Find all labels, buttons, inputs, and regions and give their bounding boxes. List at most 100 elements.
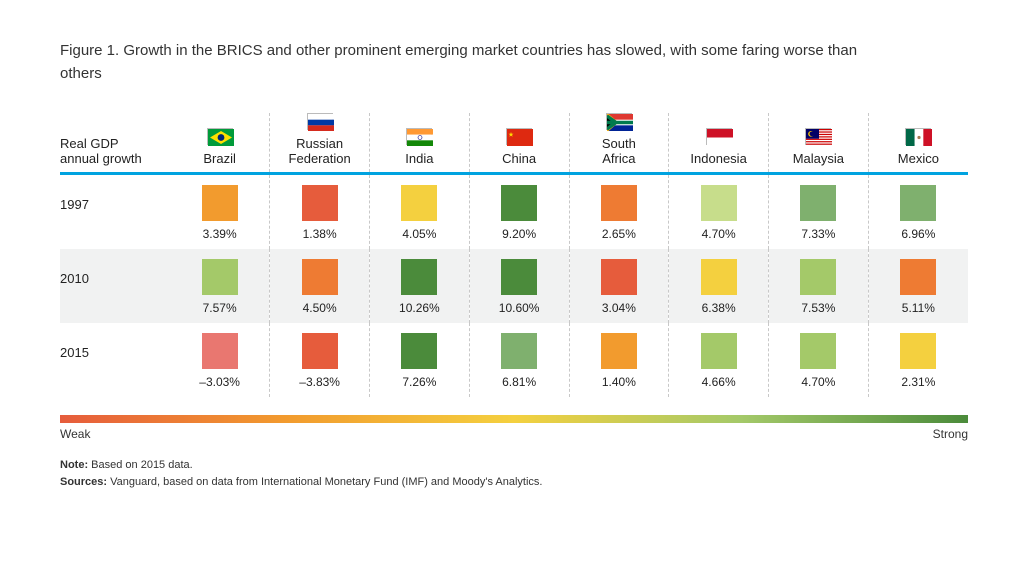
- swatch: [302, 185, 338, 221]
- heatmap-cell: 10.26%: [370, 249, 470, 323]
- cell-value: 1.40%: [570, 375, 669, 389]
- flag-icon: [307, 113, 333, 130]
- swatch: [601, 333, 637, 369]
- heatmap-cell: 5.11%: [868, 249, 968, 323]
- country-label: Brazil: [170, 151, 269, 166]
- legend-weak-label: Weak: [60, 427, 90, 441]
- cell-value: 9.20%: [470, 227, 569, 241]
- heatmap-cell: 4.66%: [669, 323, 769, 397]
- heatmap-cell: 1.38%: [270, 175, 370, 249]
- legend-gradient: [60, 415, 968, 423]
- swatch: [401, 185, 437, 221]
- country-label: China: [470, 151, 569, 166]
- cell-value: 10.26%: [370, 301, 469, 315]
- heatmap-table: Real GDP annual growth BrazilRussian Fed…: [60, 113, 968, 397]
- row-header-label: Real GDP annual growth: [60, 113, 170, 174]
- country-header: Mexico: [868, 113, 968, 174]
- country-header: India: [370, 113, 470, 174]
- cell-value: 6.96%: [869, 227, 968, 241]
- flag-icon: [706, 128, 732, 145]
- swatch: [601, 185, 637, 221]
- heatmap-cell: 7.26%: [370, 323, 470, 397]
- swatch: [202, 185, 238, 221]
- cell-value: 1.38%: [270, 227, 369, 241]
- heatmap-cell: 3.04%: [569, 249, 669, 323]
- heatmap-cell: 4.50%: [270, 249, 370, 323]
- heatmap-cell: 4.70%: [769, 323, 869, 397]
- swatch: [900, 259, 936, 295]
- figure-title: Figure 1. Growth in the BRICS and other …: [60, 40, 860, 85]
- cell-value: 7.26%: [370, 375, 469, 389]
- heatmap-cell: 10.60%: [469, 249, 569, 323]
- swatch: [701, 259, 737, 295]
- heatmap-cell: 1.40%: [569, 323, 669, 397]
- swatch: [800, 259, 836, 295]
- swatch: [302, 333, 338, 369]
- flag-icon: [606, 113, 632, 130]
- legend: Weak Strong: [60, 415, 968, 441]
- cell-value: –3.83%: [270, 375, 369, 389]
- country-header: South Africa: [569, 113, 669, 174]
- cell-value: 4.05%: [370, 227, 469, 241]
- flag-icon: [207, 128, 233, 145]
- table-row: 2015–3.03%–3.83%7.26%6.81%1.40%4.66%4.70…: [60, 323, 968, 397]
- flag-icon: [406, 128, 432, 145]
- swatch: [501, 259, 537, 295]
- country-header: Malaysia: [769, 113, 869, 174]
- cell-value: 2.65%: [570, 227, 669, 241]
- cell-value: 4.50%: [270, 301, 369, 315]
- cell-value: 6.38%: [669, 301, 768, 315]
- heatmap-cell: –3.83%: [270, 323, 370, 397]
- cell-value: 10.60%: [470, 301, 569, 315]
- country-header: Indonesia: [669, 113, 769, 174]
- flag-icon: [805, 128, 831, 145]
- heatmap-cell: 6.81%: [469, 323, 569, 397]
- heatmap-cell: 2.31%: [868, 323, 968, 397]
- heatmap-cell: 7.57%: [170, 249, 270, 323]
- heatmap-cell: –3.03%: [170, 323, 270, 397]
- country-header: China: [469, 113, 569, 174]
- country-label: Mexico: [869, 151, 968, 166]
- heatmap-cell: 6.38%: [669, 249, 769, 323]
- cell-value: 4.66%: [669, 375, 768, 389]
- swatch: [401, 259, 437, 295]
- swatch: [701, 333, 737, 369]
- note-text: Based on 2015 data.: [88, 459, 193, 471]
- cell-value: 3.04%: [570, 301, 669, 315]
- sources-label: Sources:: [60, 476, 107, 488]
- heatmap-cell: 7.53%: [769, 249, 869, 323]
- heatmap-cell: 3.39%: [170, 175, 270, 249]
- year-label: 2010: [60, 249, 170, 323]
- swatch: [302, 259, 338, 295]
- flag-icon: [506, 128, 532, 145]
- heatmap-cell: 2.65%: [569, 175, 669, 249]
- cell-value: 3.39%: [170, 227, 269, 241]
- swatch: [800, 185, 836, 221]
- flag-icon: [905, 128, 931, 145]
- cell-value: 4.70%: [669, 227, 768, 241]
- cell-value: 7.33%: [769, 227, 868, 241]
- cell-value: 7.57%: [170, 301, 269, 315]
- year-label: 2015: [60, 323, 170, 397]
- header-row: Real GDP annual growth BrazilRussian Fed…: [60, 113, 968, 174]
- country-label: India: [370, 151, 469, 166]
- country-header: Brazil: [170, 113, 270, 174]
- swatch: [202, 259, 238, 295]
- heatmap-cell: 9.20%: [469, 175, 569, 249]
- legend-strong-label: Strong: [933, 427, 968, 441]
- cell-value: 5.11%: [869, 301, 968, 315]
- year-label: 1997: [60, 175, 170, 249]
- table-row: 20107.57%4.50%10.26%10.60%3.04%6.38%7.53…: [60, 249, 968, 323]
- table-row: 19973.39%1.38%4.05%9.20%2.65%4.70%7.33%6…: [60, 175, 968, 249]
- swatch: [900, 185, 936, 221]
- sources-text: Vanguard, based on data from Internation…: [107, 476, 542, 488]
- cell-value: –3.03%: [170, 375, 269, 389]
- heatmap-cell: 6.96%: [868, 175, 968, 249]
- note-label: Note:: [60, 459, 88, 471]
- cell-value: 2.31%: [869, 375, 968, 389]
- heatmap-cell: 4.05%: [370, 175, 470, 249]
- swatch: [202, 333, 238, 369]
- cell-value: 6.81%: [470, 375, 569, 389]
- swatch: [501, 333, 537, 369]
- swatch: [601, 259, 637, 295]
